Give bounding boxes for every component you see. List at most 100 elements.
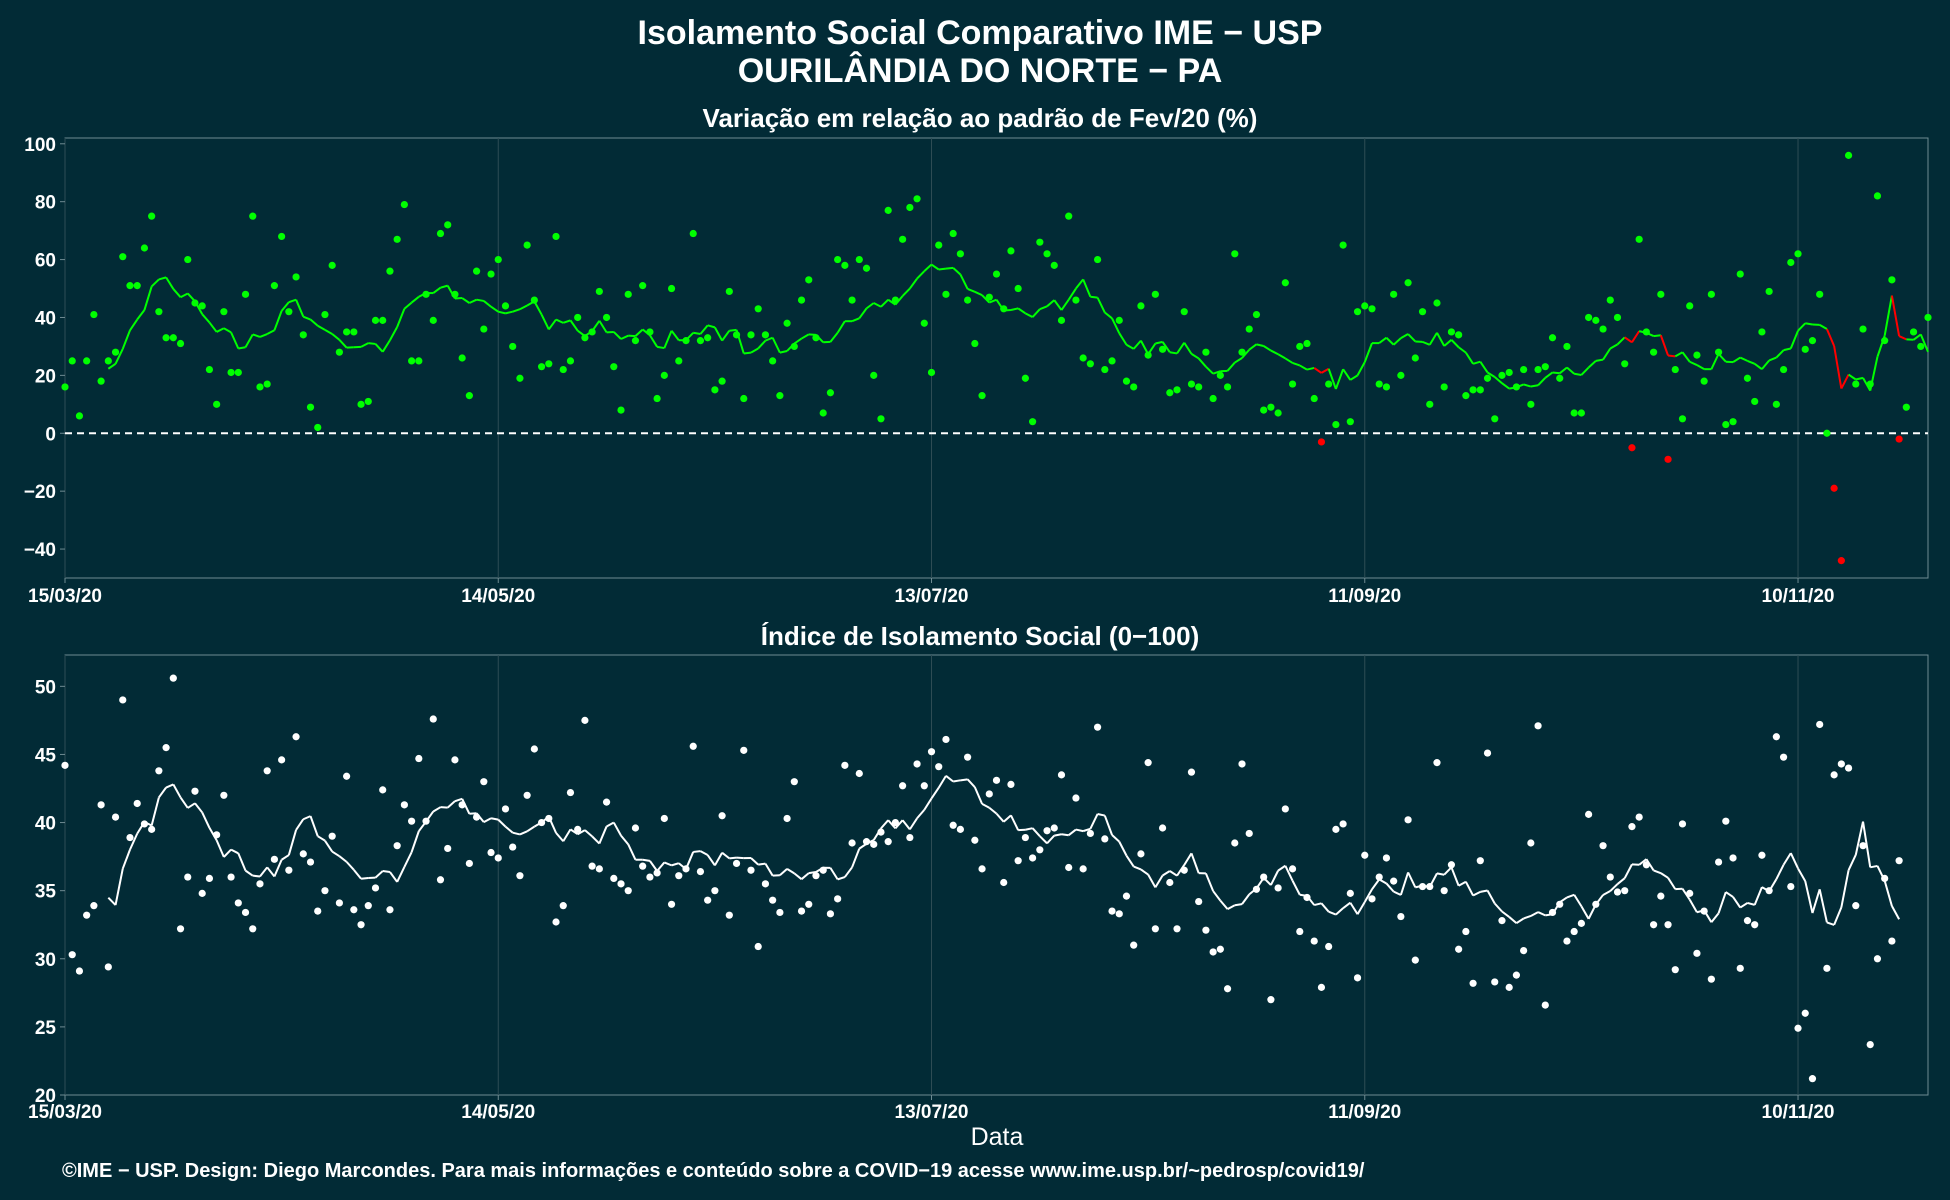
- data-point: [667, 900, 676, 908]
- y-tick-label: −40: [24, 540, 56, 561]
- moving-average-segment: [1363, 888, 1373, 903]
- data-point: [1426, 400, 1434, 408]
- moving-average-segment: [230, 848, 239, 855]
- y-tick-label: 40: [35, 814, 56, 835]
- moving-average-segment: [1486, 371, 1496, 378]
- moving-average-segment: [1486, 889, 1496, 904]
- moving-average-segment: [1422, 340, 1431, 346]
- data-point: [826, 389, 835, 397]
- data-point: [191, 299, 199, 307]
- data-point: [509, 843, 517, 851]
- moving-average-segment: [483, 817, 492, 824]
- moving-average-segment: [1862, 377, 1872, 392]
- moving-average-segment: [547, 318, 557, 331]
- data-point: [711, 887, 719, 895]
- data-point: [913, 760, 921, 768]
- moving-average-segment: [967, 288, 976, 293]
- moving-average-segment: [432, 286, 442, 294]
- moving-average-segment: [454, 797, 463, 803]
- data-point: [1707, 975, 1715, 983]
- data-point: [769, 896, 777, 904]
- moving-average-segment: [1378, 336, 1388, 344]
- moving-average-segment: [1407, 333, 1417, 343]
- data-point: [711, 386, 719, 394]
- moving-average-segment: [1645, 858, 1655, 871]
- data-point: [1736, 270, 1744, 278]
- y-tick-label: 20: [35, 1086, 56, 1107]
- moving-average-segment: [714, 852, 723, 866]
- data-point: [1325, 380, 1333, 388]
- data-point: [971, 339, 979, 348]
- data-point: [1599, 325, 1607, 333]
- moving-average-segment: [1082, 279, 1092, 298]
- data-point: [1902, 403, 1910, 411]
- moving-average-segment: [1212, 370, 1221, 375]
- moving-average-segment: [1248, 343, 1258, 351]
- moving-average-segment: [706, 854, 716, 866]
- moving-average-segment: [988, 298, 997, 304]
- moving-average-segment: [836, 320, 846, 334]
- data-point: [1065, 863, 1073, 872]
- data-point: [855, 255, 863, 264]
- moving-average-segment: [923, 263, 933, 272]
- moving-average-segment: [693, 331, 701, 336]
- data-point: [1881, 874, 1889, 883]
- data-point: [227, 368, 235, 377]
- data-point: [1722, 420, 1730, 429]
- moving-average-segment: [1883, 880, 1893, 907]
- x-tick-label: 15/03/20: [28, 1102, 102, 1123]
- data-point: [1852, 902, 1860, 910]
- data-point: [530, 296, 538, 304]
- data-point: [1563, 937, 1571, 945]
- data-point: [920, 319, 928, 327]
- moving-average-segment: [1392, 337, 1402, 346]
- data-point: [1036, 846, 1044, 854]
- data-point: [1310, 937, 1318, 945]
- data-point: [935, 763, 943, 771]
- data-point: [1469, 979, 1477, 987]
- moving-average-segment: [208, 321, 218, 333]
- x-tick-label: 15/03/20: [28, 586, 102, 607]
- data-point: [1512, 383, 1521, 391]
- data-point: [97, 801, 105, 809]
- data-point: [386, 267, 394, 275]
- data-point: [1772, 400, 1780, 408]
- data-point: [83, 357, 91, 365]
- moving-average-segment: [1089, 813, 1099, 830]
- moving-average-segment: [360, 342, 369, 348]
- data-point: [148, 825, 156, 833]
- moving-average-segment: [1183, 342, 1193, 355]
- data-point: [176, 339, 185, 348]
- data-point: [1844, 764, 1853, 772]
- data-point: [1065, 212, 1073, 220]
- moving-average-segment: [461, 798, 471, 815]
- data-point: [314, 423, 322, 432]
- moving-average-segment: [577, 829, 586, 836]
- moving-average-segment: [172, 288, 182, 298]
- data-point: [350, 328, 358, 336]
- moving-average-segment: [1862, 821, 1872, 868]
- data-point: [891, 818, 900, 827]
- moving-average-segment: [1789, 330, 1799, 349]
- data-point: [1642, 328, 1650, 336]
- data-point: [1072, 794, 1080, 802]
- data-point: [545, 814, 553, 823]
- moving-average-segment: [461, 297, 470, 304]
- data-point: [364, 902, 372, 910]
- data-point: [140, 244, 149, 252]
- data-point: [682, 865, 690, 873]
- data-point: [841, 761, 849, 769]
- moving-average-segment: [1754, 362, 1763, 370]
- data-point: [848, 839, 856, 847]
- data-point: [1173, 925, 1181, 933]
- data-point: [855, 769, 863, 778]
- moving-average-segment: [1811, 889, 1821, 914]
- data-point: [1541, 363, 1549, 371]
- data-point: [241, 908, 250, 917]
- data-point: [1433, 299, 1441, 307]
- data-point: [1072, 296, 1080, 304]
- data-point: [1115, 910, 1123, 918]
- moving-average-segment: [930, 787, 940, 799]
- data-point: [306, 403, 315, 411]
- moving-average-segment: [1205, 365, 1214, 375]
